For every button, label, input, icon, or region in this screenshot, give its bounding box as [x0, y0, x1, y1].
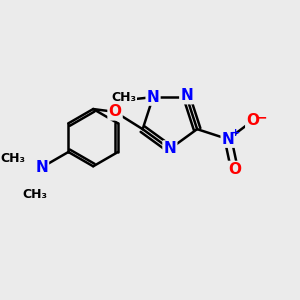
Text: CH₃: CH₃	[22, 188, 48, 201]
Text: N: N	[147, 90, 159, 105]
Text: O: O	[109, 104, 122, 119]
Text: N: N	[164, 141, 176, 156]
Text: O: O	[228, 162, 241, 177]
Text: CH₃: CH₃	[0, 152, 25, 165]
Text: +: +	[231, 128, 241, 138]
Text: N: N	[180, 88, 193, 103]
Text: −: −	[256, 110, 268, 124]
Text: O: O	[246, 113, 259, 128]
Text: N: N	[222, 132, 234, 147]
Text: CH₃: CH₃	[111, 91, 136, 103]
Text: N: N	[35, 160, 48, 175]
